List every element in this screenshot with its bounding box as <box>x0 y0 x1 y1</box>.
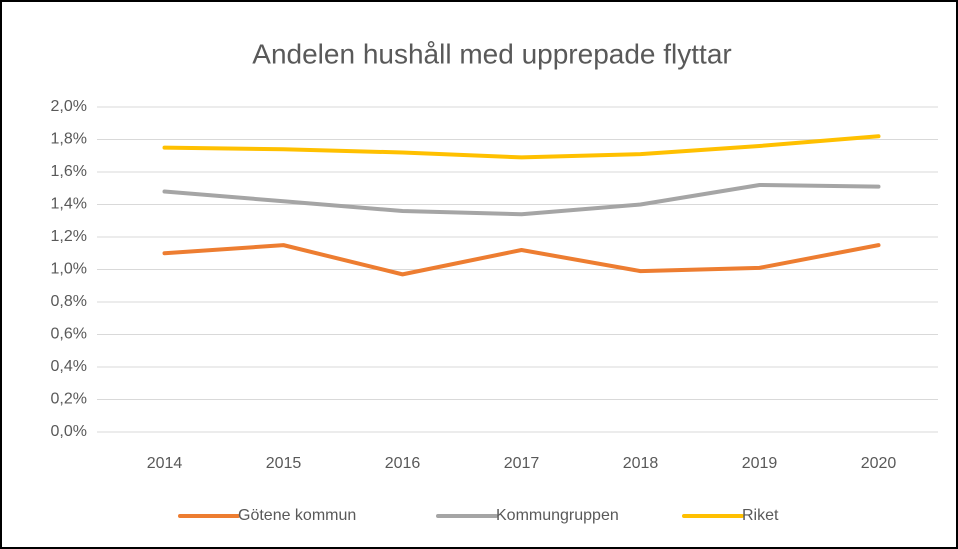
y-tick-label: 0,0% <box>51 423 87 440</box>
x-tick-label: 2017 <box>504 455 540 472</box>
x-tick-label: 2016 <box>385 455 421 472</box>
y-tick-label: 0,2% <box>51 391 87 408</box>
y-tick-label: 1,4% <box>51 196 87 213</box>
data-line <box>162 183 881 217</box>
x-tick-label: 2020 <box>861 455 897 472</box>
y-tick-label: 1,8% <box>51 131 87 148</box>
chart-title: Andelen hushåll med upprepade flyttar <box>252 38 731 69</box>
y-tick-label: 1,6% <box>51 163 87 180</box>
x-tick-label: 2019 <box>742 455 778 472</box>
data-line <box>162 134 881 160</box>
y-tick-label: 0,8% <box>51 293 87 310</box>
y-tick-label: 1,2% <box>51 228 87 245</box>
legend-label: Götene kommun <box>238 507 356 524</box>
x-tick-label: 2018 <box>623 455 659 472</box>
data-line <box>162 243 881 277</box>
y-tick-label: 0,4% <box>51 358 87 375</box>
x-tick-label: 2015 <box>266 455 302 472</box>
y-tick-label: 0,6% <box>51 326 87 343</box>
legend-label: Riket <box>742 507 779 524</box>
y-tick-label: 1,0% <box>51 261 87 278</box>
y-tick-label: 2,0% <box>51 98 87 115</box>
x-tick-label: 2014 <box>147 455 183 472</box>
legend-label: Kommungruppen <box>496 507 619 524</box>
